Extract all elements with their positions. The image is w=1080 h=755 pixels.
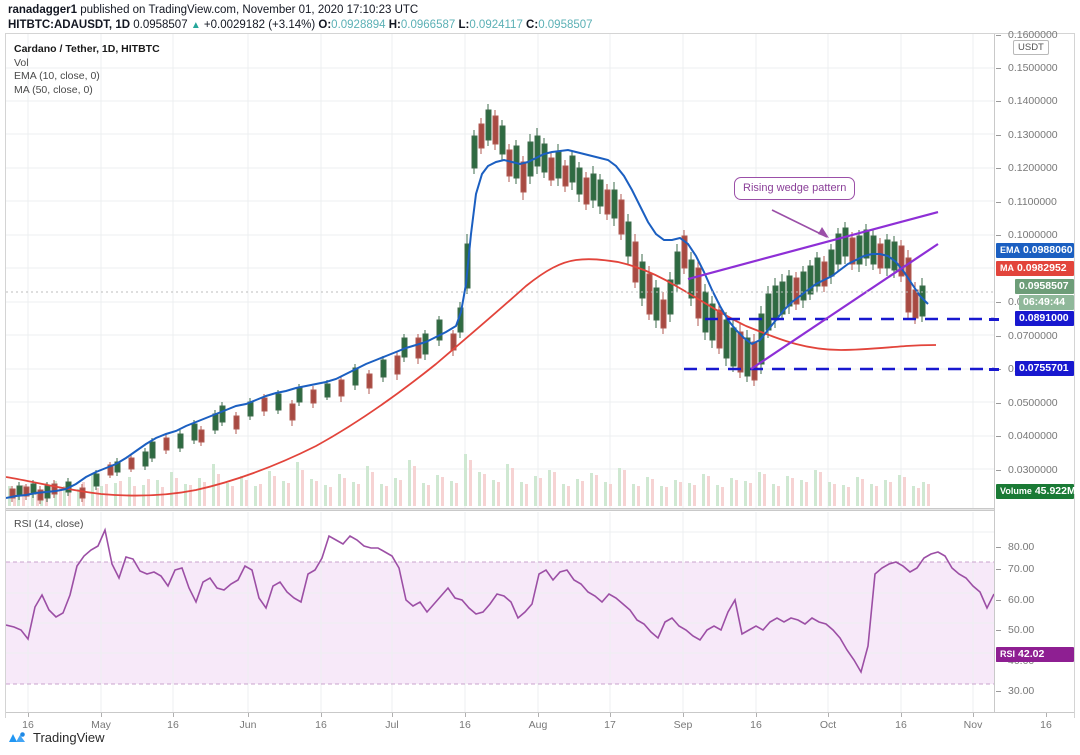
currency-badge: USDT [1013, 40, 1049, 55]
price-tick: 0.1100000 [995, 195, 1075, 209]
rsi-value-label: RSI 42.02 [996, 647, 1074, 662]
rsi-legend: RSI (14, close) [14, 518, 84, 530]
time-tick: Oct [819, 719, 837, 731]
support-1-dash [989, 318, 999, 321]
time-tick: 16 [459, 719, 471, 731]
time-tick: Aug [528, 719, 548, 731]
open-label: O: [318, 19, 332, 31]
rsi-plot[interactable] [6, 512, 994, 712]
price-axis[interactable]: 0.1600000 USDT 0.1500000 0.1400000 0.130… [989, 29, 1076, 712]
legend-volume: Vol [14, 56, 29, 69]
price-pane[interactable]: Cardano / Tether, 1D, HITBTC Vol EMA (10… [6, 34, 994, 508]
open-value: 0.0928894 [331, 19, 386, 31]
rising-wedge-annotation[interactable]: Rising wedge pattern [734, 177, 856, 200]
last-price-label: 0.0958507 [1015, 279, 1074, 294]
change-arrow-icon: ▲ [190, 20, 201, 31]
ema-tag: EMA [1000, 245, 1020, 255]
symbol-line: HITBTC:ADAUSDT, 1D 0.0958507 ▲ +0.002918… [8, 18, 1068, 33]
time-tick: 16 [750, 719, 762, 731]
time-tick: 16 [22, 719, 34, 731]
support-lines [684, 317, 994, 371]
tradingview-brand: TradingView [33, 730, 105, 745]
rsi-gridlines [6, 512, 994, 712]
price-tick: 0.1500000 [995, 61, 1075, 75]
rsi-tick: 30.00 [995, 684, 1075, 698]
ma-tag: MA [1000, 263, 1014, 273]
last-price: 0.0958507 [133, 19, 188, 31]
price-tick: 0.1400000 [995, 94, 1075, 108]
high-value: 0.0966587 [400, 19, 456, 31]
rsi-tick: 70.00 [995, 562, 1075, 576]
wedge-trendlines [687, 210, 939, 370]
price-tick: 0.1600000 [995, 28, 1075, 42]
close-label: C: [526, 19, 539, 31]
time-tick: Jul [385, 719, 399, 731]
bar-countdown-label: 06:49:44 [1019, 295, 1074, 310]
time-tick: Sep [673, 719, 693, 731]
price-plot[interactable] [6, 34, 994, 508]
chart-frame[interactable]: Cardano / Tether, 1D, HITBTC Vol EMA (10… [5, 29, 1076, 739]
price-gridlines [6, 34, 994, 508]
rsi-tick: 50.00 [995, 623, 1075, 637]
publication-info: published on TradingView.com, November 0… [80, 4, 419, 16]
author-name: ranadagger1 [8, 4, 78, 16]
price-change: +0.0029182 (+3.14%) [203, 19, 316, 31]
legend-ema: EMA (10, close, 0) [14, 70, 100, 82]
ma-price-value: 0.0982952 [1017, 262, 1067, 274]
support-1-label: 0.0891000 [1015, 311, 1074, 326]
volume-label: Volume 45.922M [996, 484, 1076, 499]
support-2-label: 0.0755701 [1015, 361, 1074, 376]
volume-value: 45.922M [1034, 485, 1076, 497]
price-tick: 0.0400000 [995, 429, 1075, 443]
ma-price-label: MA 0.0982952 [996, 261, 1074, 276]
candlesticks [9, 104, 926, 504]
support-2-dash [989, 368, 999, 371]
time-tick: 16 [315, 719, 327, 731]
rsi-tick: 80.00 [995, 540, 1075, 554]
tradingview-logo-icon [9, 731, 25, 742]
legend-ma: MA (50, close, 0) [14, 83, 93, 96]
price-tick: 0.1200000 [995, 161, 1075, 175]
price-tick: 0.1000000 [995, 228, 1075, 242]
rsi-pane[interactable]: RSI (14, close) [6, 512, 994, 712]
price-tick: 0.1300000 [995, 128, 1075, 142]
time-tick: Jun [239, 719, 257, 731]
price-tick: 0.0500000 [995, 396, 1075, 410]
rsi-value: 42.02 [1018, 648, 1045, 660]
annotation-arrow [771, 209, 828, 238]
low-value: 0.0924117 [469, 19, 523, 31]
time-tick: May [91, 719, 111, 731]
time-tick: 16 [895, 719, 907, 731]
time-tick: 16 [1040, 719, 1052, 731]
annotation-arrowhead [818, 227, 829, 238]
volume-tag: Volume [1000, 486, 1032, 496]
ma50-line [6, 258, 937, 497]
rsi-tag: RSI [1000, 649, 1016, 659]
time-tick: 17 [604, 719, 616, 731]
price-tick: 0.0300000 [995, 463, 1075, 477]
legend-symbol-title: Cardano / Tether, 1D, HITBTC [14, 43, 160, 55]
ema-price-value: 0.0988060 [1023, 244, 1073, 256]
time-tick: Nov [963, 719, 983, 731]
price-tick: 0.0700000 [995, 329, 1075, 343]
rsi-line [6, 527, 994, 675]
chart-header: ranadagger1 published on TradingView.com… [8, 3, 1068, 33]
close-value: 0.0958507 [538, 19, 593, 31]
time-axis[interactable]: 16 May 16 Jun 16 Jul 16 Aug 17 Sep 16 Oc… [6, 712, 1074, 739]
time-tick: 16 [167, 719, 179, 731]
publication-line: ranadagger1 published on TradingView.com… [8, 3, 1068, 17]
symbol-ticker: HITBTC:ADAUSDT, 1D [8, 19, 131, 31]
ema-price-label: EMA 0.0988060 [996, 243, 1074, 258]
tradingview-footer[interactable]: TradingView [8, 730, 105, 745]
high-label: H: [388, 19, 401, 31]
rsi-tick: 60.00 [995, 593, 1075, 607]
price-legend: Cardano / Tether, 1D, HITBTC Vol EMA (10… [14, 43, 160, 97]
low-label: L: [458, 19, 470, 31]
ema10-line [6, 148, 929, 499]
pane-separator[interactable] [6, 508, 994, 511]
